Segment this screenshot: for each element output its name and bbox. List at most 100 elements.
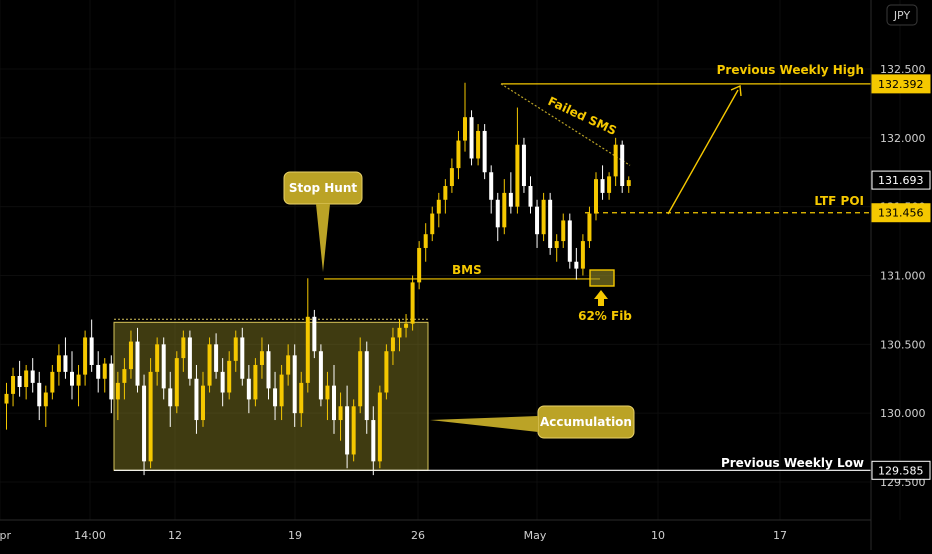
previous-weekly-high-price-box: [871, 74, 931, 94]
candle-body-86: [567, 220, 572, 262]
previous-weekly-low-label: Previous Weekly Low: [721, 456, 864, 470]
candle-body-40: [266, 351, 271, 389]
candle-body-68: [449, 168, 454, 187]
candle-body-36: [240, 337, 245, 379]
candle-body-0: [4, 393, 9, 404]
price-axis[interactable]: 129.500130.000130.500131.000131.500132.0…: [870, 0, 931, 550]
candle-body-51: [338, 406, 343, 421]
bms-label: BMS: [452, 263, 482, 277]
stop-hunt-callout-text: Stop Hunt: [289, 181, 358, 195]
fib-label: 62% Fib: [578, 309, 632, 323]
projection-arrow-head: [730, 84, 742, 97]
fib-zone-box: [589, 269, 615, 287]
accumulation-pointer: [430, 416, 538, 432]
candle-body-95: [626, 180, 631, 187]
projection-arrow-line: [667, 89, 739, 215]
y-tick-label-1: 130.000: [880, 407, 926, 420]
candles: [4, 82, 631, 476]
candle-body-80: [528, 186, 533, 207]
candle-body-79: [521, 144, 526, 187]
candle-body-43: [286, 355, 291, 375]
candle-body-54: [358, 351, 363, 407]
candle-body-62: [410, 282, 415, 324]
candle-body-31: [207, 344, 212, 386]
candle-body-56: [371, 420, 376, 462]
last-price: 131.693: [878, 174, 924, 187]
y-tick-label-3: 131.000: [880, 270, 926, 283]
candle-body-90: [594, 179, 598, 214]
candle-body-8: [56, 355, 61, 372]
candle-body-59: [390, 337, 395, 352]
candle-body-82: [541, 199, 546, 235]
ltf-poi-price: 131.456: [878, 207, 924, 220]
candle-body-93: [613, 144, 618, 177]
ltf-poi-price-box: [871, 203, 931, 223]
candle-body-88: [580, 241, 585, 269]
candle-body-18: [122, 369, 127, 383]
y-tick-label-5: 132.000: [880, 132, 926, 145]
candle-body-57: [377, 392, 382, 462]
candle-body-16: [109, 363, 114, 400]
level-lines: [114, 83, 871, 471]
candle-body-29: [194, 378, 199, 421]
candle-body-4: [30, 370, 35, 383]
candle-body-15: [102, 363, 107, 379]
fib-arrow: [594, 290, 608, 306]
y-tick-label-6: 132.500: [880, 63, 926, 76]
candle-body-91: [600, 179, 605, 193]
candle-body-11: [76, 374, 81, 386]
x-tick-label-7: 17: [773, 529, 787, 542]
x-tick-label-1: 14:00: [74, 529, 106, 542]
currency-badge[interactable]: JPY: [886, 4, 918, 26]
candle-body-87: [574, 261, 579, 269]
candle-body-83: [548, 199, 553, 248]
candle-body-41: [273, 388, 278, 407]
candle-body-94: [620, 144, 625, 187]
candle-body-46: [305, 316, 310, 383]
candle-body-65: [430, 213, 435, 235]
accumulation-callout-text: Accumulation: [540, 415, 632, 429]
candle-body-45: [299, 382, 304, 414]
candle-body-74: [489, 172, 494, 200]
candle-body-33: [220, 371, 225, 393]
failed-sms-trendline: [500, 83, 631, 166]
candle-body-60: [397, 327, 402, 338]
candle-body-10: [70, 371, 74, 386]
last-price-box: [871, 170, 931, 190]
previous-weekly-high-price: 132.392: [878, 78, 924, 91]
candle-body-12: [83, 337, 88, 375]
previous-weekly-low-price: 129.585: [878, 464, 924, 477]
time-axis[interactable]: Apr 14:00 12 19 26 May 10 17: [0, 519, 871, 542]
candle-body-6: [43, 392, 48, 407]
candle-body-89: [587, 213, 592, 242]
candle-body-5: [37, 382, 42, 407]
candle-body-9: [63, 355, 68, 372]
x-tick-label-2: 12: [168, 529, 182, 542]
candle-body-64: [423, 234, 428, 248]
candle-body-17: [115, 382, 120, 400]
candle-body-50: [332, 385, 336, 421]
candle-body-26: [174, 358, 179, 407]
failed-sms-label: Failed SMS: [546, 94, 619, 138]
candle-body-75: [495, 199, 500, 228]
candle-body-32: [214, 344, 219, 372]
candle-body-24: [161, 344, 166, 389]
candle-body-44: [292, 355, 297, 414]
candle-body-42: [279, 374, 284, 407]
candle-body-25: [168, 388, 173, 407]
candle-body-52: [345, 406, 350, 455]
candle-body-37: [246, 378, 251, 400]
candle-body-69: [456, 140, 461, 169]
candle-body-92: [607, 176, 612, 193]
candle-body-77: [508, 192, 513, 207]
candle-body-58: [384, 351, 389, 393]
candle-body-70: [463, 117, 467, 141]
candle-body-22: [148, 371, 153, 462]
candle-body-27: [181, 337, 186, 359]
candle-body-14: [96, 364, 101, 379]
y-tick-label-2: 130.500: [880, 338, 926, 351]
x-tick-label-0: Apr: [0, 529, 12, 542]
candle-body-34: [227, 360, 232, 393]
